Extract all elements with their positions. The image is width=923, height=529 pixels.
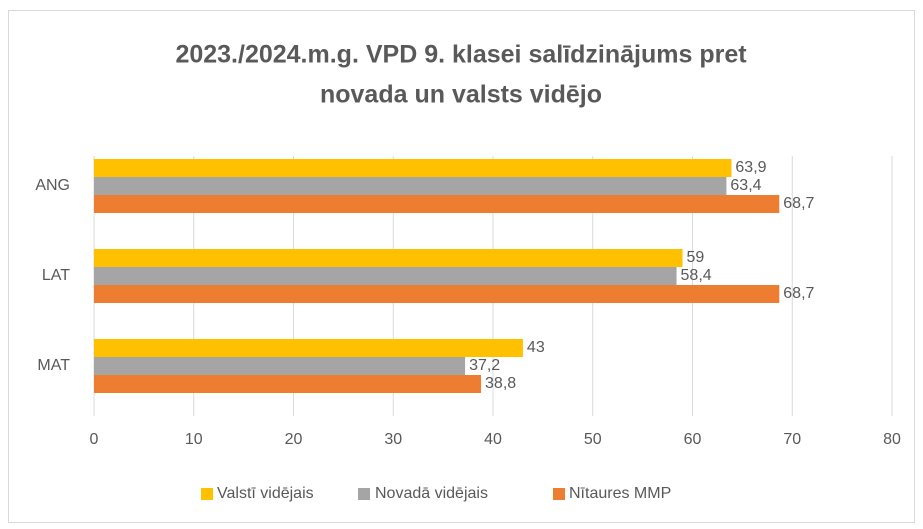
bar bbox=[94, 285, 780, 303]
bar bbox=[94, 339, 523, 357]
y-tick-label: MAT bbox=[37, 357, 70, 374]
x-tick-label: 0 bbox=[90, 431, 99, 448]
legend-swatch bbox=[201, 488, 213, 500]
value-label: 38,8 bbox=[485, 375, 516, 392]
bar bbox=[94, 357, 466, 375]
legend-label: Valstī vidējais bbox=[217, 485, 314, 502]
bar bbox=[94, 267, 677, 285]
x-tick-label: 60 bbox=[684, 431, 702, 448]
value-label: 59 bbox=[687, 249, 705, 266]
bar bbox=[94, 375, 482, 393]
bar bbox=[94, 195, 780, 213]
legend-swatch bbox=[553, 488, 565, 500]
value-label: 68,7 bbox=[783, 195, 814, 212]
value-label: 63,9 bbox=[735, 159, 766, 176]
x-tick-label: 20 bbox=[285, 431, 303, 448]
legend-swatch bbox=[358, 488, 370, 500]
bar bbox=[94, 177, 727, 195]
value-label: 43 bbox=[527, 339, 545, 356]
value-label: 37,2 bbox=[469, 357, 500, 374]
x-tick-label: 80 bbox=[883, 431, 901, 448]
x-tick-label: 30 bbox=[384, 431, 402, 448]
legend-label: Novadā vidējais bbox=[375, 485, 488, 502]
value-label: 58,4 bbox=[681, 267, 712, 284]
chart-title: 2023./2024.m.g. VPD 9. klasei salīdzināj… bbox=[175, 41, 747, 69]
x-tick-label: 70 bbox=[783, 431, 801, 448]
y-tick-label: LAT bbox=[42, 267, 70, 284]
chart-title: novada un valsts vidējo bbox=[320, 81, 602, 109]
y-tick-label: ANG bbox=[35, 177, 70, 194]
bar bbox=[94, 159, 732, 177]
value-label: 68,7 bbox=[783, 285, 814, 302]
bar bbox=[94, 249, 683, 267]
legend-label: Nītaures MMP bbox=[569, 485, 671, 502]
x-tick-label: 40 bbox=[484, 431, 502, 448]
x-tick-label: 50 bbox=[584, 431, 602, 448]
x-tick-label: 10 bbox=[185, 431, 203, 448]
value-label: 63,4 bbox=[730, 177, 761, 194]
